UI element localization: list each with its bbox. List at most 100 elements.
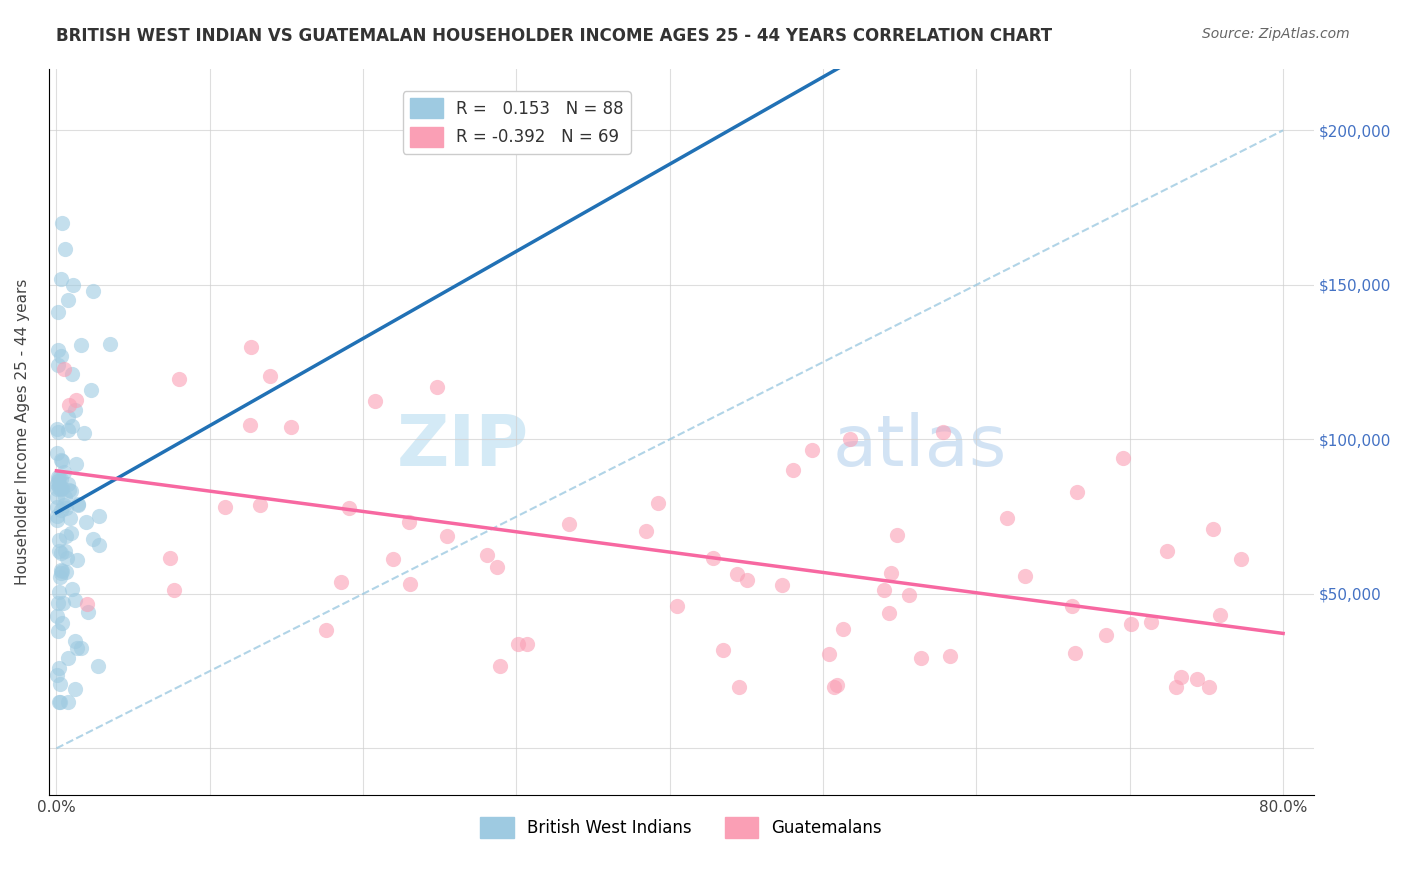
Point: [48, 585, 70, 599]
Point: [1062, 599, 1084, 614]
Point: [55, 501, 77, 516]
Point: [1170, 670, 1192, 684]
Point: [735, 574, 758, 588]
Point: [51, 616, 73, 631]
Point: [910, 651, 932, 665]
Point: [702, 551, 724, 566]
Point: [46, 624, 69, 639]
Point: [249, 498, 271, 512]
Point: [1198, 680, 1220, 694]
Point: [398, 516, 420, 530]
Point: [89, 509, 111, 524]
Point: [1156, 544, 1178, 558]
Point: [800, 442, 823, 457]
Point: [636, 524, 658, 538]
Point: [56, 423, 79, 437]
Point: [46, 477, 69, 491]
Point: [66, 640, 89, 655]
Point: [52, 499, 75, 513]
Point: [82, 284, 104, 298]
Point: [46, 305, 69, 319]
Point: [55, 565, 77, 579]
Point: [995, 511, 1018, 525]
Point: [1063, 646, 1085, 660]
Point: [48, 544, 70, 558]
Point: [280, 420, 302, 434]
Point: [163, 582, 186, 597]
Point: [73, 425, 96, 440]
Point: [56, 409, 79, 424]
Point: [879, 606, 901, 620]
Point: [382, 552, 405, 566]
Point: [69, 641, 91, 656]
Point: [46, 500, 69, 515]
Point: [49, 695, 72, 709]
Point: [49, 564, 72, 578]
Point: [364, 394, 387, 409]
Point: [48, 476, 70, 491]
Point: [46, 513, 69, 527]
Point: [53, 544, 76, 558]
Point: [48, 481, 70, 495]
Point: [1121, 616, 1143, 631]
Point: [58, 651, 80, 665]
Point: [63, 592, 86, 607]
Point: [66, 553, 89, 567]
Point: [477, 549, 499, 563]
Point: [51, 272, 73, 286]
Point: [67, 498, 90, 512]
Point: [46, 358, 69, 372]
Point: [56, 293, 79, 308]
Point: [49, 482, 72, 496]
Point: [56, 695, 79, 709]
Point: [48, 661, 70, 675]
Point: [62, 367, 84, 381]
Point: [1095, 628, 1118, 642]
Point: [52, 596, 75, 610]
Point: [60, 419, 83, 434]
Point: [51, 481, 73, 495]
Point: [48, 533, 70, 548]
Point: [1209, 608, 1232, 623]
Point: [55, 529, 77, 543]
Point: [46, 490, 69, 504]
Text: ZIP: ZIP: [398, 411, 530, 481]
Point: [873, 583, 896, 598]
Point: [46, 482, 69, 496]
Point: [425, 380, 447, 394]
Point: [897, 588, 920, 602]
Point: [49, 349, 72, 363]
Point: [938, 648, 960, 663]
Point: [63, 634, 86, 648]
Point: [330, 575, 353, 590]
Point: [51, 472, 73, 486]
Point: [49, 677, 72, 691]
Point: [1066, 485, 1088, 500]
Point: [65, 403, 87, 417]
Point: [666, 599, 689, 614]
Point: [58, 398, 80, 412]
Point: [436, 529, 458, 543]
Point: [516, 637, 538, 651]
Point: [46, 425, 69, 439]
Point: [46, 446, 69, 460]
Text: Source: ZipAtlas.com: Source: ZipAtlas.com: [1202, 27, 1350, 41]
Point: [53, 361, 76, 376]
Point: [48, 470, 70, 484]
Point: [159, 550, 181, 565]
Point: [46, 596, 69, 610]
Point: [76, 605, 98, 619]
Point: [1166, 680, 1188, 694]
Point: [886, 528, 908, 542]
Point: [49, 566, 72, 581]
Point: [46, 421, 69, 435]
Point: [49, 546, 72, 560]
Point: [647, 496, 669, 510]
Point: [315, 623, 337, 637]
Point: [240, 340, 263, 354]
Point: [56, 551, 79, 566]
Point: [832, 622, 855, 636]
Text: atlas: atlas: [834, 411, 1008, 481]
Point: [98, 337, 121, 351]
Point: [46, 474, 69, 488]
